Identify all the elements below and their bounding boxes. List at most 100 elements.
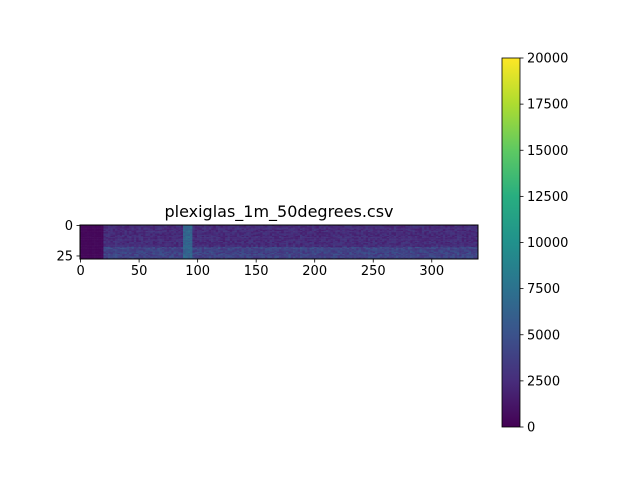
heatmap-cell bbox=[346, 245, 350, 248]
heatmap-cell bbox=[112, 246, 116, 249]
heatmap-cell bbox=[440, 231, 444, 233]
heatmap-cell bbox=[449, 229, 453, 232]
heatmap-cell bbox=[239, 231, 242, 233]
heatmap-cell bbox=[470, 251, 474, 254]
heatmap-cell bbox=[168, 248, 172, 250]
heatmap-cell bbox=[304, 244, 308, 246]
heatmap-cell bbox=[438, 243, 441, 245]
heatmap-cell bbox=[201, 251, 205, 254]
heatmap-cell bbox=[96, 226, 100, 228]
heatmap-cell bbox=[318, 243, 322, 245]
heatmap-cell bbox=[466, 244, 469, 246]
heatmap-cell bbox=[459, 240, 462, 243]
heatmap-cell bbox=[119, 255, 123, 257]
heatmap-cell bbox=[403, 229, 406, 232]
heatmap-cell bbox=[227, 242, 231, 244]
heatmap-cell bbox=[171, 249, 174, 251]
heatmap-cell bbox=[253, 245, 256, 248]
heatmap-cell bbox=[122, 231, 125, 233]
heatmap-cell bbox=[173, 237, 177, 239]
heatmap-cell bbox=[356, 246, 359, 249]
heatmap-cell bbox=[403, 243, 406, 245]
heatmap-cell bbox=[82, 255, 85, 257]
heatmap-cell bbox=[87, 256, 90, 259]
heatmap-cell bbox=[468, 229, 472, 232]
heatmap-cell bbox=[257, 251, 261, 254]
heatmap-cell bbox=[136, 237, 139, 239]
heatmap-cell bbox=[192, 225, 196, 227]
heatmap-cell bbox=[307, 256, 310, 259]
heatmap-cell bbox=[248, 229, 252, 232]
heatmap-cell bbox=[190, 231, 193, 233]
heatmap-cell bbox=[379, 243, 383, 245]
heatmap-cell bbox=[433, 229, 437, 232]
heatmap-cell bbox=[255, 234, 259, 237]
heatmap-cell bbox=[250, 231, 254, 233]
heatmap-cell bbox=[449, 256, 453, 259]
heatmap-cell bbox=[403, 242, 406, 244]
heatmap-cell bbox=[94, 250, 97, 253]
heatmap-cell bbox=[358, 239, 362, 242]
heatmap-cell bbox=[234, 238, 238, 240]
heatmap-cell bbox=[377, 238, 380, 240]
heatmap-cell bbox=[264, 228, 268, 231]
heatmap-cell bbox=[374, 231, 378, 233]
heatmap-cell bbox=[152, 234, 156, 237]
heatmap-cell bbox=[417, 237, 420, 239]
heatmap-cell bbox=[442, 243, 446, 245]
heatmap-cell bbox=[246, 238, 249, 240]
heatmap-cell bbox=[351, 255, 355, 257]
heatmap-cell bbox=[117, 228, 121, 231]
heatmap-cell bbox=[372, 242, 376, 244]
heatmap-cell bbox=[204, 256, 207, 259]
heatmap-cell bbox=[208, 237, 212, 239]
heatmap-cell bbox=[250, 256, 254, 259]
heatmap-cell bbox=[470, 252, 474, 255]
heatmap-cell bbox=[414, 232, 418, 234]
heatmap-cell bbox=[124, 243, 128, 245]
heatmap-cell bbox=[143, 246, 146, 249]
heatmap-cell bbox=[248, 235, 252, 238]
heatmap-cell bbox=[190, 229, 193, 232]
heatmap-cell bbox=[325, 234, 329, 237]
heatmap-cell bbox=[463, 228, 467, 231]
heatmap-cell bbox=[384, 240, 387, 243]
heatmap-cell bbox=[243, 229, 247, 232]
heatmap-cell bbox=[389, 249, 392, 251]
heatmap-cell bbox=[314, 250, 317, 253]
heatmap-cell bbox=[190, 232, 193, 234]
heatmap-cell bbox=[253, 244, 256, 246]
heatmap-cell bbox=[445, 250, 448, 253]
heatmap-cell bbox=[159, 246, 163, 249]
heatmap-cell bbox=[286, 245, 289, 248]
heatmap-cell bbox=[215, 225, 219, 227]
heatmap-cell bbox=[403, 228, 406, 231]
heatmap-cell bbox=[115, 252, 118, 255]
heatmap-cell bbox=[175, 235, 179, 238]
heatmap-cell bbox=[105, 254, 109, 256]
heatmap-cell bbox=[421, 255, 425, 257]
heatmap-cell bbox=[382, 231, 385, 233]
heatmap-cell bbox=[94, 248, 97, 250]
heatmap-cell bbox=[84, 243, 88, 245]
heatmap-cell bbox=[325, 232, 329, 234]
heatmap-cell bbox=[363, 227, 366, 229]
heatmap-cell bbox=[419, 239, 423, 242]
heatmap-cell bbox=[84, 238, 88, 240]
heatmap-cell bbox=[356, 244, 359, 246]
heatmap-cell bbox=[147, 226, 151, 228]
heatmap-cell bbox=[136, 254, 139, 256]
heatmap-cell bbox=[463, 231, 467, 233]
heatmap-cell bbox=[304, 249, 308, 251]
heatmap-cell bbox=[246, 237, 249, 239]
heatmap-cell bbox=[264, 225, 268, 227]
heatmap-cell bbox=[80, 227, 83, 229]
heatmap-cell bbox=[454, 245, 458, 248]
heatmap-cell bbox=[300, 237, 303, 239]
heatmap-cell bbox=[365, 249, 369, 251]
heatmap-cell bbox=[129, 225, 132, 227]
heatmap-cell bbox=[187, 244, 191, 246]
heatmap-cell bbox=[136, 249, 139, 251]
heatmap-cell bbox=[328, 233, 331, 236]
heatmap-cell bbox=[330, 237, 334, 239]
